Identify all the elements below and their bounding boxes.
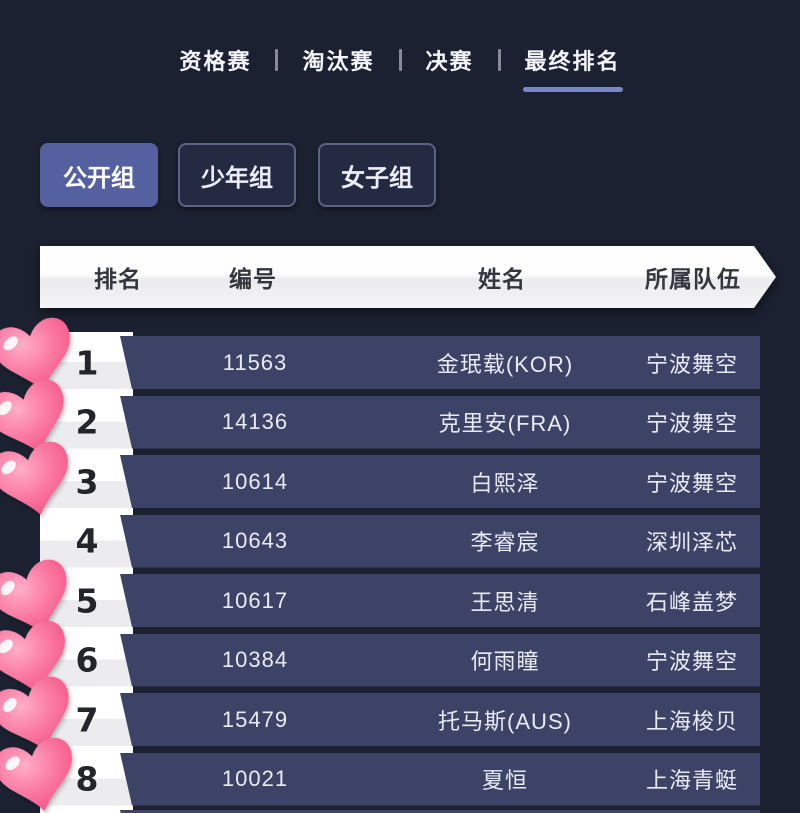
competitor-number: 14136 xyxy=(221,409,289,434)
rank-number: 6 xyxy=(75,640,99,680)
row-block: 10617 王思清 石峰盖梦 xyxy=(120,574,760,627)
header-team: 所属队伍 xyxy=(645,266,741,292)
row-block: 10021 夏恒 上海青蜓 xyxy=(120,752,760,806)
rank-number: 4 xyxy=(75,521,99,561)
heart-icon[interactable] xyxy=(0,375,78,466)
tab-separator xyxy=(275,49,279,71)
competitor-name: 王思清 xyxy=(470,589,540,615)
competitor-number: 15479 xyxy=(221,706,289,732)
table-header-wrap: 排名 编号 姓名 所属队伍 xyxy=(40,246,776,308)
header-name: 姓名 xyxy=(478,266,526,292)
table-row: 14136 克里安(FRA) 宁波舞空 2 xyxy=(40,395,760,449)
row-block xyxy=(120,810,760,813)
tab-label: 淘汰赛 xyxy=(302,49,375,74)
rank-number: 5 xyxy=(75,581,99,620)
rank-number: 2 xyxy=(75,402,99,442)
competitor-name: 克里安(FRA) xyxy=(438,411,572,436)
competitor-name: 李睿宸 xyxy=(470,530,540,555)
stage-tab-bar: 资格赛 淘汰赛 决赛 最终排名 xyxy=(0,40,800,92)
tab-separator xyxy=(398,49,402,71)
tab-elimination[interactable]: 淘汰赛 xyxy=(302,44,374,76)
ranking-table-body: 11563 金珉载(KOR) 宁波舞空 1 14136 克里安(FRA) 宁波舞… xyxy=(40,332,760,813)
rank-number: 7 xyxy=(75,700,99,739)
table-row: 10617 王思清 石峰盖梦 5 xyxy=(40,574,760,627)
heart-icon[interactable] xyxy=(0,672,83,763)
tab-label: 资格赛 xyxy=(179,49,252,74)
table-row: 10614 白熙泽 宁波舞空 3 xyxy=(40,455,760,508)
competitor-name: 何雨瞳 xyxy=(470,649,540,674)
table-row: 11563 金珉载(KOR) 宁波舞空 1 xyxy=(40,336,760,389)
tab-final[interactable]: 决赛 xyxy=(426,44,474,76)
rank-number: 3 xyxy=(75,462,99,501)
heart-icon[interactable] xyxy=(0,734,83,813)
tab-qualification[interactable]: 资格赛 xyxy=(179,44,251,76)
competitor-name: 金珉载(KOR) xyxy=(436,351,574,377)
competitor-name: 夏恒 xyxy=(481,768,529,793)
competitor-team: 深圳泽芯 xyxy=(645,530,739,555)
group-selector: 公开组 少年组 女子组 xyxy=(40,143,436,207)
rank-number: 1 xyxy=(75,343,99,382)
header-number: 编号 xyxy=(229,266,277,292)
row-block: 11563 金珉载(KOR) 宁波舞空 xyxy=(120,336,760,389)
competitor-number: 10384 xyxy=(221,647,289,672)
group-button-junior[interactable]: 少年组 xyxy=(178,143,296,207)
row-block: 10614 白熙泽 宁波舞空 xyxy=(120,455,760,508)
row-block: 15479 托马斯(AUS) 上海梭贝 xyxy=(120,693,760,746)
competitor-team: 宁波舞空 xyxy=(645,470,739,496)
row-block: 10643 李睿宸 深圳泽芯 xyxy=(120,514,760,568)
group-button-women[interactable]: 女子组 xyxy=(318,143,436,207)
competitor-name: 托马斯(AUS) xyxy=(438,708,572,734)
competitor-name: 白熙泽 xyxy=(470,470,540,496)
header-rank: 排名 xyxy=(94,266,142,292)
competitor-team: 上海梭贝 xyxy=(645,708,739,734)
group-button-open[interactable]: 公开组 xyxy=(40,143,158,207)
tab-final-ranking[interactable]: 最终排名 xyxy=(522,44,623,92)
competitor-team: 宁波舞空 xyxy=(645,411,739,436)
table-row: 10643 李睿宸 深圳泽芯 4 xyxy=(40,514,760,568)
competitor-number: 10021 xyxy=(221,766,289,791)
row-block: 14136 克里安(FRA) 宁波舞空 xyxy=(120,395,760,449)
competitor-number: 10614 xyxy=(221,468,289,494)
rank-number: 8 xyxy=(75,759,99,799)
heart-icon[interactable] xyxy=(0,555,81,646)
row-block: 10384 何雨瞳 宁波舞空 xyxy=(120,633,760,687)
tab-separator xyxy=(497,49,501,71)
competitor-number: 10643 xyxy=(221,528,289,553)
heart-icon[interactable] xyxy=(0,438,79,525)
competitor-team: 石峰盖梦 xyxy=(645,589,739,615)
heart-icon[interactable] xyxy=(0,314,81,401)
table-row: 10384 何雨瞳 宁波舞空 6 xyxy=(40,633,760,687)
tab-label: 决赛 xyxy=(425,49,474,74)
table-row: 10021 夏恒 上海青蜓 8 xyxy=(40,752,760,806)
heart-icon[interactable] xyxy=(0,617,76,704)
competitor-number: 10617 xyxy=(221,587,289,613)
active-tab-underline xyxy=(522,87,623,92)
competitor-team: 宁波舞空 xyxy=(645,649,739,674)
competitor-team: 上海青蜓 xyxy=(645,768,739,793)
table-header: 排名 编号 姓名 所属队伍 xyxy=(40,246,776,308)
competitor-number: 11563 xyxy=(222,349,288,375)
competitor-team: 宁波舞空 xyxy=(645,351,739,377)
table-row: 15479 托马斯(AUS) 上海梭贝 7 xyxy=(40,693,760,746)
table-row-partial xyxy=(40,810,760,813)
tab-label: 最终排名 xyxy=(524,49,621,74)
